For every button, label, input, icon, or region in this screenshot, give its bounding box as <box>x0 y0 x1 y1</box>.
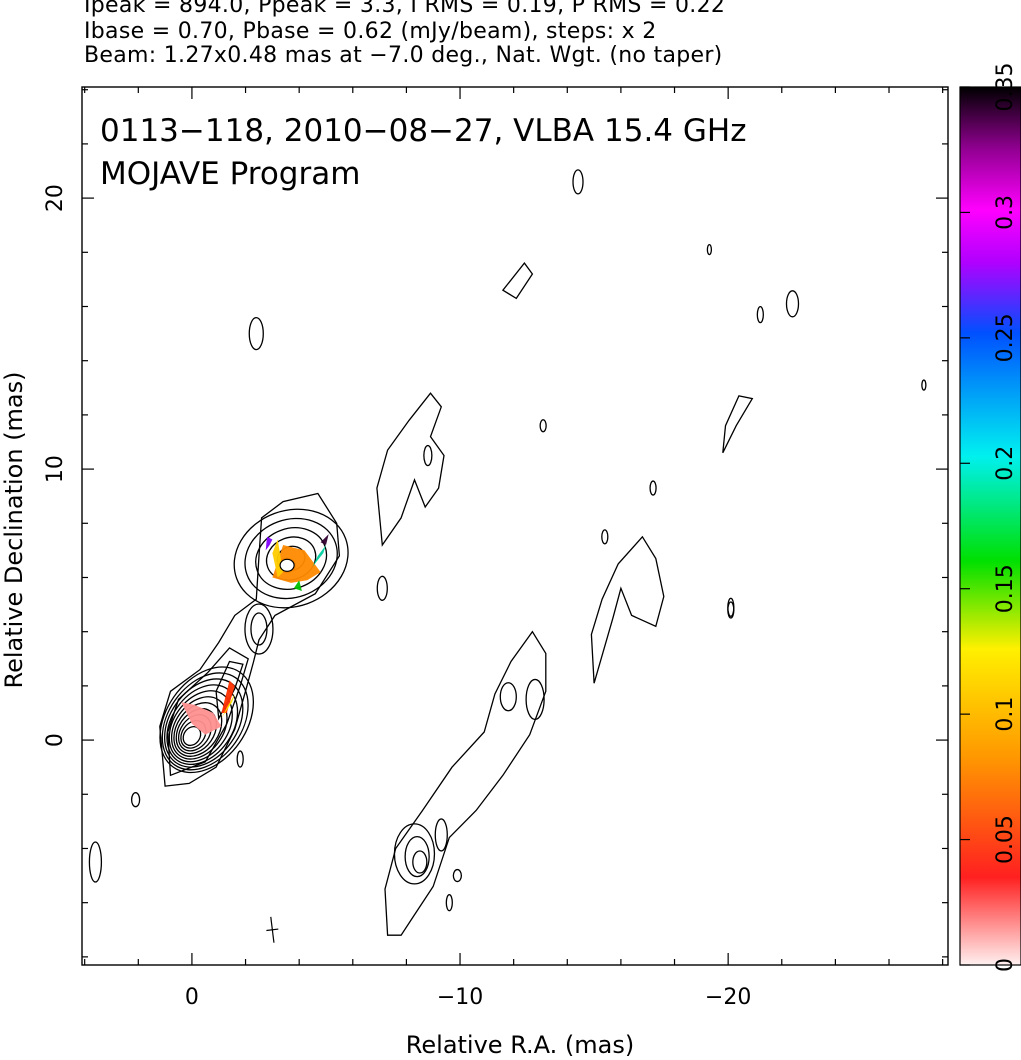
noise-contour <box>130 792 141 808</box>
core-contour <box>170 696 228 760</box>
pol-jet-patch <box>221 694 235 719</box>
colorbar-tick-label: 0 <box>993 958 1018 972</box>
noise-contour <box>572 169 584 195</box>
colorbar-tick-label: 0.2 <box>993 446 1018 481</box>
core-contour <box>166 684 239 766</box>
beam-minor-axis <box>266 928 279 932</box>
x-axis-label: Relative R.A. (mas) <box>406 1031 634 1059</box>
colorbar-tick-label: 0.1 <box>993 697 1018 732</box>
core-contour <box>173 702 223 757</box>
pol-knot-patch <box>293 580 302 591</box>
noise-contour <box>756 305 764 324</box>
plot-title-line-1: 0113−118, 2010−08−27, VLBA 15.4 GHz <box>100 113 746 149</box>
jet-inner <box>167 647 249 777</box>
knot-contour <box>255 527 328 590</box>
noise-contour <box>88 841 103 883</box>
noise-contour <box>706 243 713 256</box>
south-feature-contour <box>434 818 448 852</box>
plot-frame <box>81 86 949 966</box>
mid-feature-contour <box>499 682 517 712</box>
noise-contour <box>501 262 534 300</box>
diffuse-contour <box>423 444 433 467</box>
right-diffuse-contour <box>590 535 665 684</box>
noise-contour <box>727 597 735 617</box>
noise-contour <box>376 575 388 601</box>
colorbar-tick-label: 0.3 <box>993 195 1018 230</box>
x-tick-label: 0 <box>185 985 199 1010</box>
knot-contour <box>233 508 349 609</box>
south-jet-envelope <box>384 630 547 936</box>
y-tick-label: 0 <box>43 733 68 747</box>
noise-contour <box>785 290 800 318</box>
core-contour <box>168 690 233 763</box>
colorbar-tick-label: 0.05 <box>993 815 1018 864</box>
colorbar-ticks: 0 0.05 0.1 0.15 0.2 0.25 0.3 0.35 <box>960 63 1018 972</box>
pol-core-patch <box>181 702 222 735</box>
y-axis-label: Relative Declination (mas) <box>0 371 28 688</box>
pol-jet-patch <box>221 680 235 713</box>
core-contour <box>175 708 218 755</box>
mid-feature-contour <box>525 678 545 721</box>
colorbar-tick-label: 0.25 <box>993 313 1018 362</box>
noise-contour <box>649 480 657 496</box>
knot-peak-contour <box>279 558 295 572</box>
contour-layer <box>88 169 927 936</box>
inner-jet-contour <box>244 603 274 655</box>
beam-marker <box>266 916 279 943</box>
south-feature-contour <box>393 823 436 885</box>
diffuse-contour <box>376 392 445 547</box>
south-feature-contour <box>412 850 428 874</box>
x-tick-label: −10 <box>437 985 483 1010</box>
y-tick-label: 10 <box>43 455 68 483</box>
noise-contour <box>722 395 754 454</box>
noise-contour <box>539 419 547 433</box>
plot-title-line-2: MOJAVE Program <box>100 156 360 192</box>
pol-knot-patch <box>312 545 326 567</box>
x-tick-label: −20 <box>705 985 751 1010</box>
header-line-1: Ipeak = 894.0, Ppeak = 3.3, I RMS = 0.19… <box>84 0 726 18</box>
colorbar-tick-label: 0.15 <box>993 564 1018 613</box>
colorbar <box>959 86 1021 966</box>
header-line-2: Ibase = 0.70, Pbase = 0.62 (mJy/beam), s… <box>84 19 657 44</box>
header-line-3: Beam: 1.27x0.48 mas at −7.0 deg., Nat. W… <box>84 43 723 68</box>
south-feature-contour <box>404 835 430 878</box>
axis-ticks <box>82 87 948 965</box>
knot-contour <box>244 517 338 600</box>
jet-envelope <box>159 492 341 787</box>
core-contour <box>161 672 249 771</box>
noise-contour <box>248 316 264 351</box>
inner-jet-contour <box>250 612 268 646</box>
noise-contour <box>601 529 609 545</box>
y-tick-label: 20 <box>43 184 68 212</box>
noise-contour <box>236 750 244 768</box>
y-tick-labels: 0 10 20 <box>43 184 68 747</box>
noise-contour <box>921 379 927 391</box>
noise-contour <box>445 894 453 912</box>
colorbar-tick-label: 0.35 <box>993 63 1018 112</box>
noise-contour <box>452 868 463 883</box>
pol-knot-patch <box>320 534 329 545</box>
pol-knot-patch <box>272 545 321 583</box>
polarization-color-layer <box>181 534 329 735</box>
pol-knot-patch <box>265 536 273 551</box>
x-tick-labels: 0 −10 −20 <box>185 985 751 1010</box>
